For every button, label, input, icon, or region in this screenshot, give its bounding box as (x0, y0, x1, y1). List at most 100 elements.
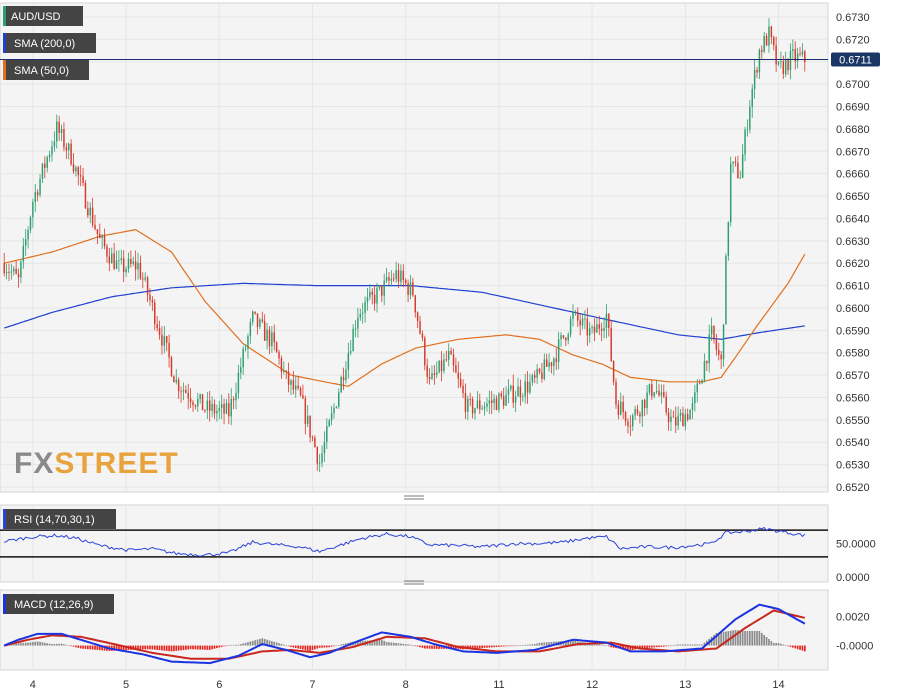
candle (285, 370, 287, 380)
price-panel-background (0, 2, 829, 493)
candle (510, 384, 512, 392)
candle (467, 395, 469, 421)
legend-sma200[interactable]: SMA (200,0) (3, 33, 96, 53)
legend-sma50[interactable]: SMA (50,0) (3, 60, 89, 80)
macd-histogram-bar (541, 642, 543, 646)
candle-body (266, 329, 268, 341)
time-tick-label: 8 (403, 679, 409, 691)
candle (208, 391, 211, 422)
candle (330, 405, 333, 426)
candle-body (651, 384, 653, 397)
candle (247, 333, 249, 359)
macd-histogram-bar (134, 645, 137, 650)
candle (53, 131, 56, 152)
candle-body (330, 413, 333, 421)
macd-histogram-bar (24, 642, 27, 646)
macd-histogram-bar (553, 641, 555, 646)
candle (796, 47, 799, 69)
candle-body (151, 300, 154, 303)
macd-histogram-bar (591, 643, 593, 646)
candle (603, 317, 605, 339)
candle-body (486, 403, 488, 407)
candle (17, 268, 20, 288)
candle (529, 373, 531, 395)
macd-histogram-bar (67, 645, 70, 647)
macd-histogram-bar (756, 630, 758, 646)
candle-body (670, 416, 672, 422)
candle (65, 142, 68, 160)
macd-histogram-bar (199, 645, 201, 650)
candle-body (675, 417, 677, 426)
candle-body (567, 334, 569, 341)
macd-histogram-bar (486, 645, 488, 648)
candle-body (254, 311, 256, 314)
macd-histogram-bar (493, 645, 495, 648)
candle-body (17, 273, 20, 278)
candle-body (168, 342, 170, 358)
candle (8, 263, 10, 282)
macd-histogram-bar (698, 644, 701, 646)
drag-handle-icon[interactable] (404, 580, 424, 585)
macd-histogram-bar (72, 645, 75, 647)
candle-body (751, 88, 753, 107)
svg-text:FXSTREET: FXSTREET (14, 447, 179, 480)
candle (56, 114, 58, 149)
legend-symbol[interactable]: AUD/USD (3, 6, 83, 26)
candle (378, 284, 381, 291)
macd-histogram-bar (89, 645, 92, 650)
candle-body (316, 447, 319, 464)
candle-body (794, 48, 796, 62)
candle-body (538, 368, 541, 373)
candle (142, 272, 144, 289)
macd-tick-label: -0.0000 (836, 641, 873, 653)
candle (718, 342, 720, 361)
macd-histogram-bar (701, 644, 703, 646)
candle-body (493, 398, 495, 404)
candle-body (780, 61, 782, 63)
candle (534, 370, 536, 384)
candle (249, 318, 252, 344)
candle (557, 331, 560, 370)
macd-histogram-bar (517, 645, 519, 646)
macd-histogram-bar (433, 645, 436, 649)
macd-histogram-bar (531, 644, 534, 646)
macd-histogram-bar (569, 640, 572, 646)
candle-body (376, 288, 378, 304)
candle (455, 357, 457, 374)
candle-body (29, 217, 32, 230)
candle (725, 253, 727, 325)
candle-body (596, 324, 598, 333)
candle (364, 296, 366, 323)
macd-histogram-bar (259, 638, 261, 646)
candle (653, 391, 655, 399)
candle-body (557, 339, 560, 362)
candle-body (500, 393, 503, 397)
candle (24, 229, 27, 256)
macd-histogram-bar (294, 645, 297, 648)
macd-histogram-bar (612, 645, 615, 648)
macd-histogram-bar (684, 644, 687, 646)
candle-body (801, 51, 804, 55)
drag-handle-icon[interactable] (404, 495, 424, 500)
candle-body (361, 312, 364, 314)
macd-histogram-bar (256, 639, 259, 646)
current-price-label: 0.6711 (839, 55, 872, 67)
candle (192, 399, 194, 412)
macd-histogram-bar (46, 643, 49, 646)
candle-body (77, 167, 80, 176)
candle-body (309, 415, 311, 438)
candle (679, 409, 682, 422)
candle (749, 100, 751, 134)
legend-macd[interactable]: MACD (12,26,9) (3, 594, 114, 614)
candle-body (314, 437, 316, 448)
candle (507, 379, 510, 404)
legend-rsi[interactable]: RSI (14,70,30,1) (3, 509, 116, 529)
candle-body (512, 385, 514, 403)
price-tick-label: 0.6690 (836, 102, 870, 114)
macd-histogram-bar (302, 645, 304, 650)
price-tick-label: 0.6540 (836, 437, 870, 449)
candle (471, 396, 474, 419)
macd-histogram-bar (674, 644, 677, 646)
candle-body (357, 317, 359, 329)
candle (252, 310, 254, 326)
